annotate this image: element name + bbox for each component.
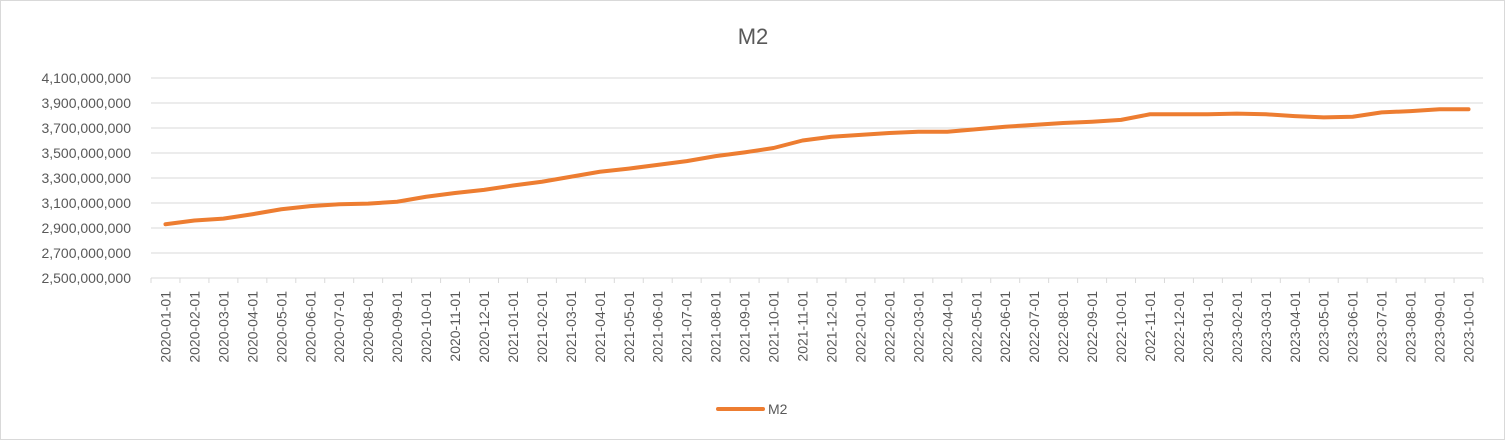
x-tick-label: 2021-05-01 <box>621 291 637 363</box>
x-tick-label: 2023-01-01 <box>1200 291 1216 363</box>
x-tick-label: 2022-05-01 <box>968 291 984 363</box>
axes <box>150 277 1484 283</box>
legend-label-m2: M2 <box>768 401 788 417</box>
x-tick-label: 2022-09-01 <box>1084 291 1100 363</box>
x-tick-label: 2022-06-01 <box>997 291 1013 363</box>
x-tick-label: 2021-07-01 <box>679 291 695 363</box>
x-tick-label: 2022-03-01 <box>910 291 926 363</box>
y-tick-label: 3,500,000,000 <box>41 145 131 161</box>
y-tick-label: 2,700,000,000 <box>41 245 131 261</box>
legend: M2 <box>716 401 788 417</box>
series-line-m2 <box>163 107 1471 227</box>
x-tick-label: 2023-09-01 <box>1432 291 1448 363</box>
x-tick-label: 2023-08-01 <box>1403 291 1419 363</box>
x-tick-label: 2020-11-01 <box>447 291 463 362</box>
x-tick-label: 2022-07-01 <box>1026 291 1042 363</box>
x-tick-label: 2023-04-01 <box>1287 291 1303 363</box>
x-tick-label: 2020-03-01 <box>215 291 231 363</box>
x-tick-label: 2021-10-01 <box>766 291 782 363</box>
x-tick-label: 2022-12-01 <box>1171 291 1187 363</box>
series-layer <box>163 107 1471 227</box>
x-tick-label: 2020-09-01 <box>389 291 405 363</box>
y-tick-label: 3,700,000,000 <box>41 120 131 136</box>
y-tick-label: 2,500,000,000 <box>41 270 131 286</box>
x-tick-label: 2020-02-01 <box>186 291 202 363</box>
x-tick-label: 2022-10-01 <box>1113 291 1129 363</box>
chart-title: M2 <box>738 24 769 49</box>
x-tick-label: 2023-03-01 <box>1258 291 1274 363</box>
x-tick-label: 2022-04-01 <box>939 291 955 363</box>
x-tick-label: 2020-05-01 <box>273 291 289 363</box>
y-tick-label: 4,100,000,000 <box>41 70 131 86</box>
y-tick-label: 3,100,000,000 <box>41 195 131 211</box>
x-tick-label: 2023-06-01 <box>1345 291 1361 363</box>
x-tick-label: 2020-08-01 <box>360 291 376 363</box>
y-tick-label: 3,900,000,000 <box>41 95 131 111</box>
x-tick-label: 2022-01-01 <box>852 291 868 363</box>
x-tick-label: 2021-11-01 <box>795 291 811 362</box>
y-axis-tick-labels: 2,500,000,000 2,700,000,000 2,900,000,000 3… <box>41 70 131 286</box>
gridlines <box>151 77 1483 254</box>
x-tick-label: 2023-05-01 <box>1316 291 1332 363</box>
x-tick-label: 2022-02-01 <box>881 291 897 363</box>
x-tick-label: 2022-11-01 <box>1142 291 1158 362</box>
x-tick-label: 2021-03-01 <box>563 291 579 363</box>
x-tick-label: 2021-09-01 <box>737 291 753 363</box>
x-tick-label: 2021-02-01 <box>534 291 550 363</box>
x-tick-label: 2021-04-01 <box>592 291 608 363</box>
x-tick-label: 2023-10-01 <box>1461 291 1477 363</box>
y-tick-label: 2,900,000,000 <box>41 220 131 236</box>
x-tick-label: 2020-12-01 <box>476 291 492 363</box>
x-tick-label: 2020-04-01 <box>244 291 260 363</box>
x-tick-label: 2020-10-01 <box>418 291 434 363</box>
x-tick-label: 2021-06-01 <box>650 291 666 363</box>
y-tick-label: 3,300,000,000 <box>41 170 131 186</box>
x-tick-label: 2021-01-01 <box>505 291 521 363</box>
x-tick-label: 2020-01-01 <box>157 291 173 363</box>
x-tick-label: 2021-08-01 <box>708 291 724 363</box>
x-tick-label: 2020-06-01 <box>302 291 318 363</box>
x-tick-label: 2020-07-01 <box>331 291 347 363</box>
x-tick-label: 2023-02-01 <box>1229 291 1245 363</box>
x-tick-label: 2022-08-01 <box>1055 291 1071 363</box>
x-tick-label: 2021-12-01 <box>823 291 839 363</box>
x-axis-tick-labels: 2020-01-01 2020-02-01 2020-03-01 2020-04-01… <box>157 291 1476 363</box>
x-tick-label: 2023-07-01 <box>1374 291 1390 363</box>
